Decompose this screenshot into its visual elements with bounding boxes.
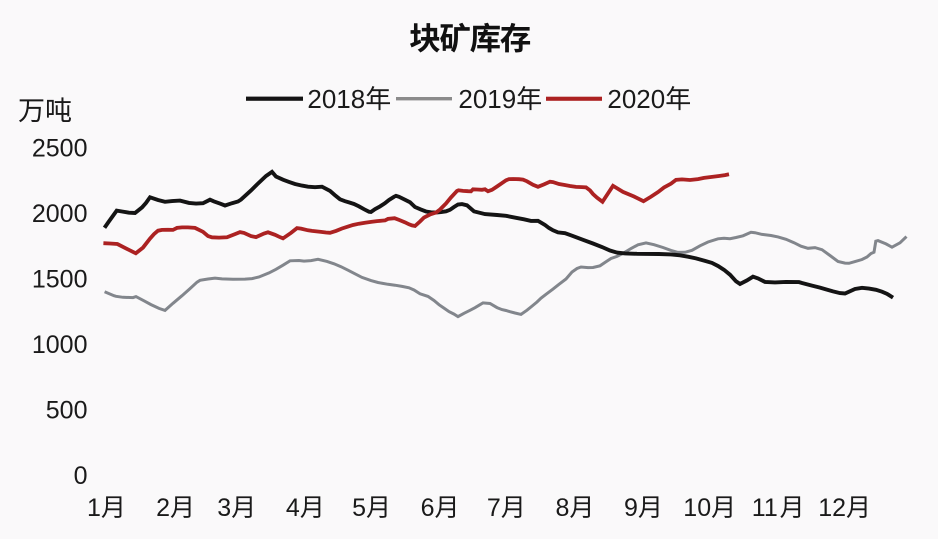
svg-text:2019: 2019 (458, 84, 516, 114)
svg-text:7: 7 (487, 494, 501, 522)
svg-text:500: 500 (46, 397, 88, 425)
svg-text:2500: 2500 (32, 135, 88, 163)
svg-text:3: 3 (217, 494, 231, 522)
svg-text:1000: 1000 (32, 331, 88, 359)
svg-text:9: 9 (624, 494, 638, 522)
svg-text:10: 10 (683, 494, 711, 522)
svg-text:1: 1 (87, 494, 101, 522)
svg-text:2020: 2020 (607, 84, 665, 114)
svg-text:5: 5 (352, 494, 366, 522)
svg-text:1500: 1500 (32, 266, 88, 294)
svg-text:2018: 2018 (307, 84, 365, 114)
svg-text:8: 8 (556, 494, 570, 522)
svg-text:0: 0 (74, 462, 88, 490)
svg-text:2000: 2000 (32, 200, 88, 228)
svg-text:2: 2 (156, 494, 170, 522)
svg-text:12: 12 (818, 494, 846, 522)
svg-text:11: 11 (752, 494, 778, 522)
svg-text:6: 6 (421, 494, 435, 522)
svg-text:4: 4 (286, 494, 300, 522)
